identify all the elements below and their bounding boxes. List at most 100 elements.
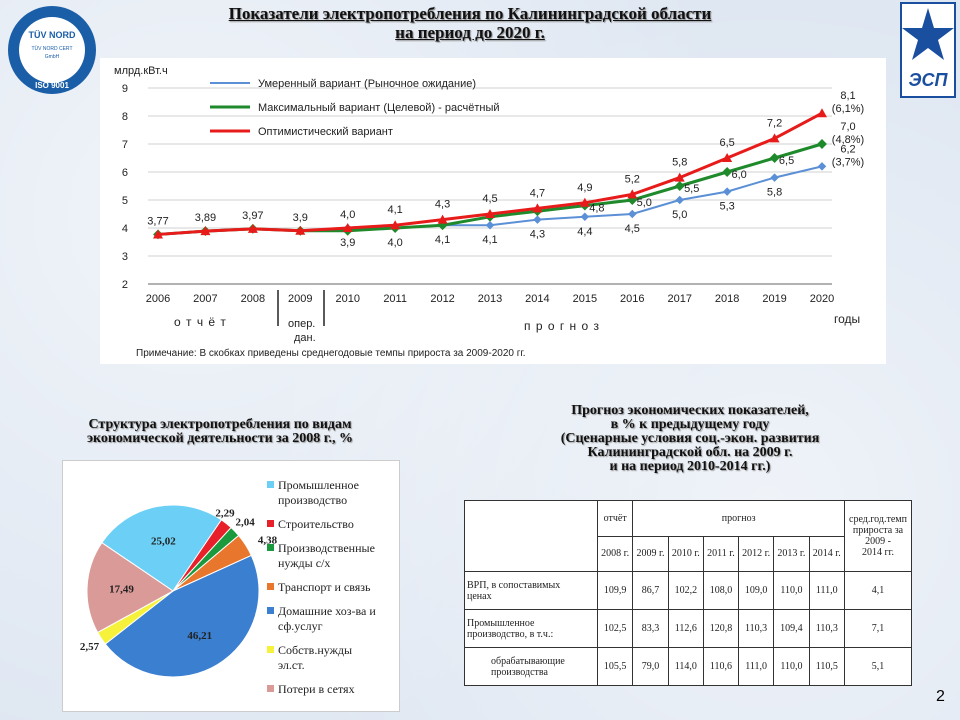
pie-label: 2,04: [235, 517, 255, 529]
data-label: 7,0: [840, 121, 855, 133]
y-tick-label: 7: [122, 139, 128, 151]
data-label: 4,4: [577, 226, 592, 238]
tuv-nord-logo: TÜV NORD TÜV NORD CERT GmbH ISO 9001: [8, 6, 96, 94]
data-label: 3,89: [195, 212, 216, 224]
table-cell: 110,3: [737, 609, 775, 649]
table-cell: 110,6: [702, 647, 739, 686]
pie-title-line-2: экономической деятельности за 2008 г., %: [86, 431, 354, 446]
data-label: 5,2: [625, 173, 640, 185]
x-tick-label: 2009: [288, 293, 312, 305]
logo-left-l2: TÜV NORD CERT: [31, 45, 72, 52]
series-marker: [674, 172, 685, 182]
row-label: обрабатывающие производства: [464, 647, 598, 686]
data-label: 8,1: [840, 90, 855, 102]
legend-label: Транспорт и связь: [278, 580, 371, 594]
x-tick-label: 2019: [762, 293, 786, 305]
data-label: 6,5: [779, 155, 794, 167]
structure-pie-chart: 25,02 2,29 2,04 4,38 46,21 2,57 17,49 Промышле…: [62, 460, 400, 712]
table-row: ВРП, в сопоставимых ценах 109,9 86,7 102,…: [464, 571, 912, 611]
row-label-line: обрабатывающие: [491, 655, 565, 667]
legend-label: Строительство: [278, 517, 354, 531]
row-label-line: ВРП, в сопоставимых: [467, 579, 561, 591]
y-tick-label: 8: [122, 111, 128, 123]
table-title-line-2: в % к предыдущему году: [610, 417, 770, 432]
series-marker: [390, 220, 401, 230]
table-cell: 109,0: [737, 571, 775, 611]
logo-left-l1: TÜV NORD: [29, 30, 77, 40]
legend-swatch: [267, 607, 274, 614]
data-label: 3,77: [147, 215, 168, 227]
legend-label: Домашние хоз-ва и: [278, 604, 376, 618]
table-cell: 102,5: [596, 609, 634, 649]
table-cell: 7,1: [844, 609, 912, 649]
table-title: Прогноз экономических показателей, в % к…: [480, 404, 900, 474]
row-label-line: ценах: [467, 590, 492, 602]
pie-chart-svg: 25,02 2,292,044,38 46,21 2,57 17,49 Промышле…: [80, 478, 376, 696]
series-marker: [485, 209, 495, 218]
year-header: 2013 г.: [773, 535, 810, 573]
series-marker: [437, 214, 448, 224]
pie-label: 25,02: [151, 535, 176, 547]
legend-label: Производственные: [278, 541, 375, 555]
legend-label: эл.ст.: [278, 658, 305, 672]
series-marker: [532, 203, 543, 213]
table-row: обрабатывающие производства 105,5 79,0 11…: [464, 647, 912, 686]
avg-header-2: прироста за: [852, 525, 904, 537]
legend-label: производство: [278, 493, 347, 507]
series-marker: [580, 212, 590, 222]
data-label: 6,2: [840, 143, 855, 155]
table-title-line-5: и на период 2010-2014 гг.): [609, 459, 771, 474]
series-marker: [817, 108, 827, 118]
table-cell: 5,1: [844, 647, 912, 686]
year-header: 2009 г.: [632, 535, 669, 573]
table-row: Промышленное производство, в т.ч.: 102,5 …: [464, 609, 912, 649]
forecast-header: прогноз: [632, 500, 845, 537]
table-cell: 114,0: [667, 647, 704, 686]
data-label: 5,8: [672, 157, 687, 169]
table-cell: 105,5: [596, 647, 634, 686]
year-header: 2010 г.: [667, 535, 704, 573]
data-label: 5,0: [637, 197, 652, 209]
y-tick-label: 4: [122, 223, 128, 235]
page-title: Показатели электропотребления по Калинин…: [150, 4, 790, 42]
page-number: 2: [936, 688, 945, 705]
data-label: 4,0: [387, 237, 402, 249]
title-line-2: на период до 2020 г.: [395, 23, 545, 42]
series-marker: [722, 167, 733, 177]
x-tick-label: 2010: [335, 293, 359, 305]
table-cell: 110,3: [808, 609, 846, 649]
data-label: 3,9: [340, 237, 355, 249]
series-marker: [817, 162, 827, 171]
pie-label: 46,21: [187, 630, 212, 642]
esp-logo-text: ЭСП: [909, 70, 949, 90]
table-header-row-1: отчёт прогноз сред.год.темп прироста за …: [464, 499, 912, 573]
x-tick-label: 2020: [810, 293, 834, 305]
legend-label: Умеренный вариант (Рыночное ожидание): [258, 78, 476, 90]
legend-label: сф.услуг: [278, 619, 323, 633]
x-tick-label: 2015: [573, 293, 597, 305]
y-tick-label: 6: [122, 167, 128, 179]
table-cell: 111,0: [808, 571, 846, 611]
data-label: 4,8: [589, 203, 604, 215]
table-cell: 110,0: [773, 571, 810, 611]
data-label: 4,5: [625, 223, 640, 235]
data-label: 4,1: [482, 234, 497, 246]
legend-label: Потери в сетях: [278, 682, 355, 696]
data-label: 3,97: [242, 210, 263, 222]
legend-label: Максимальный вариант (Целевой) - расчётн…: [258, 102, 500, 114]
y-gridlines: [148, 87, 832, 285]
logo-left-l4: ISO 9001: [35, 81, 69, 90]
star-icon: [902, 8, 954, 60]
data-label: 4,3: [530, 229, 545, 241]
series-marker: [817, 139, 827, 149]
table-cell: 4,1: [844, 571, 912, 611]
chart-note: Примечание: В скобках приведены среднего…: [136, 347, 526, 359]
y-tick-labels: 2 3 4 5 6 7 8 9: [122, 83, 128, 291]
avg-header: сред.год.темп прироста за 2009 - 2014 гг…: [844, 499, 912, 573]
x-tick-label: 2017: [667, 293, 691, 305]
indicators-table: отчёт прогноз сред.год.темп прироста за …: [464, 499, 912, 686]
series-marker: [628, 209, 637, 219]
data-label: 4,5: [482, 193, 497, 205]
pie-title: Структура электропотребления по видам эк…: [30, 418, 410, 446]
pie-slice: [104, 554, 260, 678]
